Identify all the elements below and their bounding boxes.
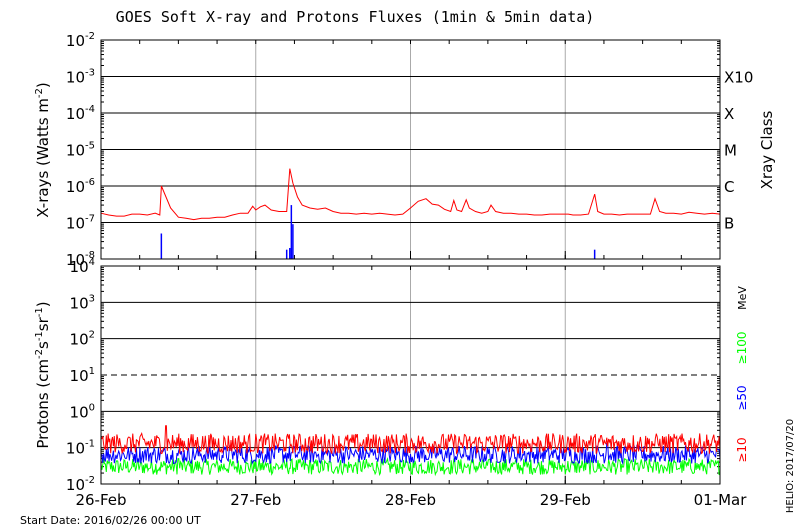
protons-series-line (100, 425, 721, 455)
xray-y-tick-label: 10-8 (66, 250, 95, 269)
xray-class-label: X (724, 105, 734, 123)
protons-series-line (100, 443, 721, 465)
x-axis-tick-label: 27-Feb (230, 491, 281, 509)
xray-class-label: B (724, 215, 734, 233)
protons-y-tick-label: 102 (70, 330, 95, 349)
protons-y-tick-label: 104 (70, 257, 95, 276)
protons-unit-label: MeV (736, 286, 749, 310)
xray-y-tick-label: 10-5 (66, 141, 95, 160)
xray-y-tick-label: 10-6 (66, 177, 95, 196)
xray-class-label: M (724, 142, 737, 160)
xray-series-long (100, 168, 721, 221)
protons-y-tick-label: 103 (70, 293, 95, 312)
xray-class-label: X10 (724, 69, 753, 87)
protons-y-tick-label: 10-1 (66, 439, 95, 458)
protons-panel: 104 103 102 101 100 10-1 10-2 Protons (cm-2s-1s… (34, 257, 749, 494)
xray-y-tick-label: 10-7 (66, 214, 95, 233)
xray-y-tick-label: 10-3 (66, 68, 95, 87)
protons-series-label: ≥50 (735, 385, 749, 410)
protons-y-tick-label: 100 (70, 402, 95, 421)
xray-axis-title: X-rays (Watts m-2) (34, 82, 52, 217)
protons-series-line (100, 456, 721, 477)
protons-series-label: ≥10 (735, 437, 749, 462)
protons-axis-title: Protons (cm-2s-1sr-1) (34, 301, 52, 448)
x-axis-tick-label: 28-Feb (385, 491, 436, 509)
x-axis-tick-label: 01-Mar (694, 491, 748, 509)
chart-title: GOES Soft X-ray and Protons Fluxes (1min… (116, 8, 595, 26)
protons-y-tick-label: 10-2 (66, 475, 95, 494)
xray-y-tick-label: 10-4 (66, 104, 95, 123)
footer-start-date: Start Date: 2016/02/26 00:00 UT (20, 514, 201, 527)
xray-panel: 10-2 10-3 10-4 10-5 10-6 10-7 10-8 X-rays (Watt… (34, 31, 776, 269)
x-axis-tick-label: 26-Feb (75, 491, 126, 509)
xray-class-label: C (724, 178, 734, 196)
xray-y-tick-label: 10-2 (66, 31, 95, 50)
protons-series-label: ≥100 (735, 332, 749, 365)
protons-y-tick-label: 101 (70, 366, 95, 385)
footer-credit: HELIO: 2017/07/20 (785, 419, 796, 513)
x-axis: 26-Feb 27-Feb 28-Feb 29-Feb 01-Mar (75, 40, 747, 509)
x-axis-tick-label: 29-Feb (540, 491, 591, 509)
xray-class-title: Xray Class (758, 110, 776, 189)
